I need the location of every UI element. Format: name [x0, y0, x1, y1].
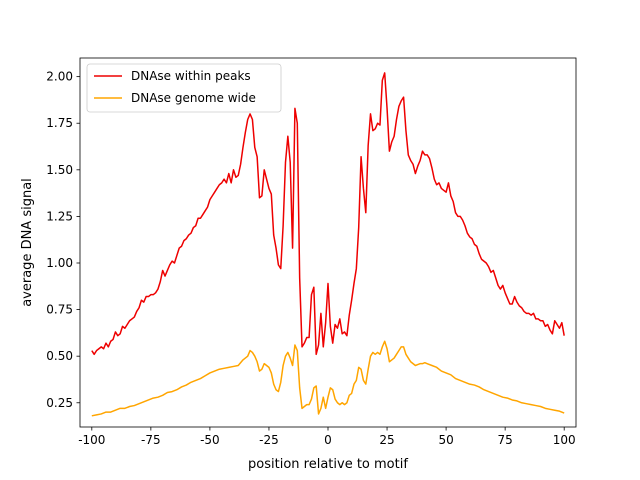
y-tick-label: 1.00 — [46, 256, 73, 270]
y-tick-label: 2.00 — [46, 70, 73, 84]
y-tick-label: 0.75 — [46, 303, 73, 317]
series-line-0 — [91, 72, 565, 356]
y-axis-label: average DNA signal — [20, 178, 35, 307]
y-tick-label: 1.25 — [46, 209, 73, 223]
series-line-1 — [91, 340, 565, 417]
x-tick-label: -50 — [200, 433, 220, 447]
plot-frame — [79, 57, 577, 428]
x-tick-label: -75 — [141, 433, 161, 447]
legend-box — [86, 63, 282, 113]
y-tick-label: 1.50 — [46, 163, 73, 177]
x-tick-label: 50 — [438, 433, 453, 447]
y-tick-label: 0.50 — [46, 349, 73, 363]
legend-label-dnase-genome-wide: DNAse genome wide — [131, 91, 256, 105]
x-axis: -100 -75 -50 -25 0 25 50 75 100 — [78, 427, 576, 447]
x-tick-label: -100 — [78, 433, 105, 447]
x-tick-label: 0 — [324, 433, 332, 447]
x-tick-label: 25 — [379, 433, 394, 447]
x-tick-label: 100 — [553, 433, 576, 447]
y-axis: 0.25 0.50 0.75 1.00 1.25 1.50 1.75 2.00 — [46, 70, 80, 410]
x-tick-label: 75 — [498, 433, 513, 447]
legend-label-dnase-within-peaks: DNAse within peaks — [131, 69, 251, 83]
plot-area — [91, 72, 565, 417]
x-axis-label: position relative to motif — [248, 457, 408, 472]
legend: DNAse within peaks DNAse genome wide — [86, 63, 282, 113]
y-tick-label: 0.25 — [46, 396, 73, 410]
x-tick-label: -25 — [259, 433, 279, 447]
y-tick-label: 1.75 — [46, 116, 73, 130]
